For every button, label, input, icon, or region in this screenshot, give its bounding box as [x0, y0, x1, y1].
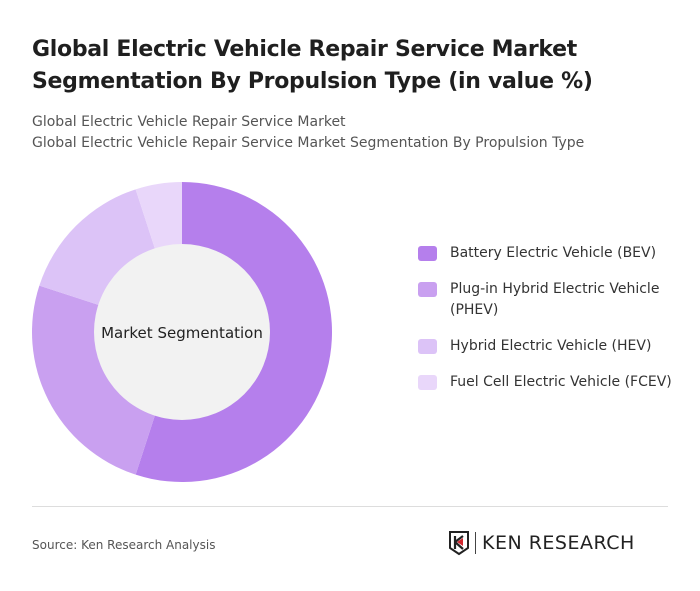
- divider: [32, 506, 668, 507]
- legend-item: Fuel Cell Electric Vehicle (FCEV): [418, 372, 680, 393]
- legend: Battery Electric Vehicle (BEV) Plug-in Hy…: [418, 243, 680, 408]
- chart-subtitle: Global Electric Vehicle Repair Service M…: [32, 114, 346, 130]
- legend-swatch: [418, 339, 437, 354]
- legend-item: Plug-in Hybrid Electric Vehicle (PHEV): [418, 279, 680, 321]
- legend-label: Battery Electric Vehicle (BEV): [450, 245, 657, 261]
- chart-subtitle-2: Global Electric Vehicle Repair Service M…: [32, 135, 585, 151]
- logo-text: KEN RESEARCH: [482, 532, 635, 554]
- source-note: Source: Ken Research Analysis: [32, 538, 216, 552]
- legend-swatch: [418, 282, 437, 297]
- center-label: Market Segmentation: [101, 324, 263, 342]
- legend-swatch: [418, 246, 437, 261]
- chart-title: Global Electric Vehicle Repair Service M…: [32, 37, 593, 94]
- legend-label: Plug-in Hybrid Electric Vehicle (PHEV): [450, 281, 660, 318]
- donut-chart: Market Segmentation: [32, 182, 332, 482]
- logo-icon: [449, 531, 469, 556]
- legend-label: Hybrid Electric Vehicle (HEV): [450, 338, 652, 354]
- legend-swatch: [418, 375, 437, 390]
- ken-research-logo: KEN RESEARCH: [448, 530, 635, 556]
- legend-label: Fuel Cell Electric Vehicle (FCEV): [450, 374, 672, 390]
- legend-item: Hybrid Electric Vehicle (HEV): [418, 336, 680, 357]
- donut-hole: [94, 244, 270, 420]
- legend-item: Battery Electric Vehicle (BEV): [418, 243, 680, 264]
